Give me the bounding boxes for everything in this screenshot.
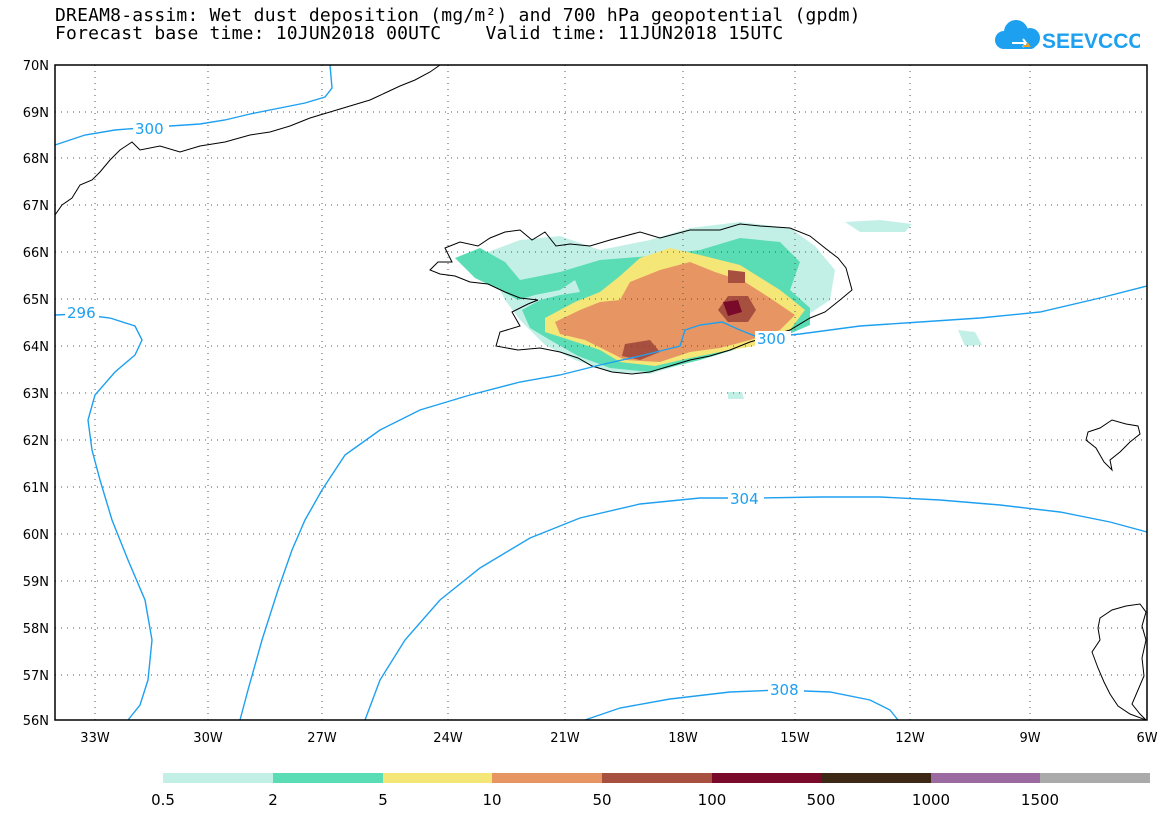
colorbar: 0.5 2 5 10 50 100 500 1000 1500 <box>151 773 1150 809</box>
colorbar-label: 100 <box>698 791 727 809</box>
dust-level-100 <box>723 300 742 316</box>
lon-label: 30W <box>193 731 223 746</box>
colorbar-swatch <box>383 773 492 783</box>
lat-label: 67N <box>23 199 49 214</box>
latitude-labels: 70N 69N 68N 67N 66N 65N 64N 63N 62N 61N … <box>23 59 49 729</box>
lat-label: 62N <box>23 434 49 449</box>
contour-300-north <box>54 64 333 146</box>
map-subtitle-times: Forecast base time: 10JUN2018 00UTC Vali… <box>55 23 784 44</box>
lat-label: 68N <box>23 152 49 167</box>
map-frame <box>54 64 1148 721</box>
contour-label: 300 <box>757 330 786 348</box>
lon-label: 24W <box>433 731 463 746</box>
colorbar-swatch <box>492 773 602 783</box>
colorbar-swatch <box>931 773 1040 783</box>
lon-label: 9W <box>1019 731 1040 746</box>
lat-label: 58N <box>23 622 49 637</box>
colorbar-labels: 0.5 2 5 10 50 100 500 1000 1500 <box>151 791 1059 809</box>
colorbar-swatch <box>602 773 712 783</box>
dust-level-0.5-patch <box>845 220 912 232</box>
lat-label: 63N <box>23 387 49 402</box>
colorbar-swatch <box>712 773 821 783</box>
lat-label: 56N <box>23 714 49 729</box>
contour-308 <box>584 689 899 721</box>
dust-level-50-patch <box>622 340 660 360</box>
colorbar-label: 1000 <box>912 791 950 809</box>
lon-label: 18W <box>668 731 698 746</box>
dust-deposition-shading <box>455 220 982 399</box>
contour-labels: 300 296 300 304 308 <box>65 120 804 699</box>
map-grid <box>55 65 1147 720</box>
colorbar-swatch <box>821 773 931 783</box>
coastline-iceland <box>429 223 853 375</box>
colorbar-swatches <box>163 773 1150 783</box>
colorbar-label: 2 <box>268 791 278 809</box>
contour-304 <box>364 496 1148 721</box>
coastline-scotland <box>1091 603 1147 721</box>
map-canvas: 300 296 300 304 308 70N 69N 68N 67N 66N … <box>23 59 1158 746</box>
colorbar-label: 50 <box>592 791 611 809</box>
colorbar-label: 500 <box>807 791 836 809</box>
lon-label: 15W <box>780 731 810 746</box>
coastline-faroe <box>1085 419 1141 472</box>
dust-level-0.5-patch <box>958 330 982 346</box>
dust-level-50-patch <box>728 270 745 283</box>
contour-label: 308 <box>770 681 799 699</box>
seevccc-logo: SEEVCCC <box>995 20 1140 53</box>
logo-text: SEEVCCC <box>1042 30 1140 53</box>
lat-label: 66N <box>23 246 49 261</box>
longitude-labels: 33W 30W 27W 24W 21W 18W 15W 12W 9W 6W <box>80 731 1157 746</box>
cloud-logo-icon <box>995 20 1040 49</box>
contour-label: 296 <box>67 304 96 322</box>
contour-label: 304 <box>730 490 759 508</box>
lon-label: 6W <box>1136 731 1157 746</box>
lat-label: 57N <box>23 669 49 684</box>
contour-296 <box>54 313 153 721</box>
contour-label: 300 <box>135 120 164 138</box>
lat-label: 64N <box>23 340 49 355</box>
dust-level-0.5-patch <box>728 392 744 399</box>
colorbar-label: 5 <box>378 791 388 809</box>
lon-label: 12W <box>895 731 925 746</box>
map-title: DREAM8-assim: Wet dust deposition (mg/m²… <box>55 5 861 26</box>
lon-label: 33W <box>80 731 110 746</box>
colorbar-label: 10 <box>482 791 501 809</box>
lat-label: 60N <box>23 528 49 543</box>
coastline-greenland <box>54 64 441 216</box>
colorbar-label: 0.5 <box>151 791 175 809</box>
coastlines <box>54 64 1147 721</box>
colorbar-swatch <box>163 773 273 783</box>
lon-label: 21W <box>550 731 580 746</box>
contour-300 <box>239 285 1148 721</box>
lon-label: 27W <box>307 731 337 746</box>
dust-level-10 <box>555 262 795 362</box>
lat-label: 61N <box>23 481 49 496</box>
colorbar-swatch <box>1040 773 1150 783</box>
lat-label: 65N <box>23 293 49 308</box>
colorbar-swatch <box>273 773 383 783</box>
colorbar-label: 1500 <box>1021 791 1059 809</box>
lat-label: 69N <box>23 106 49 121</box>
lat-label: 59N <box>23 575 49 590</box>
lat-label: 70N <box>23 59 49 74</box>
